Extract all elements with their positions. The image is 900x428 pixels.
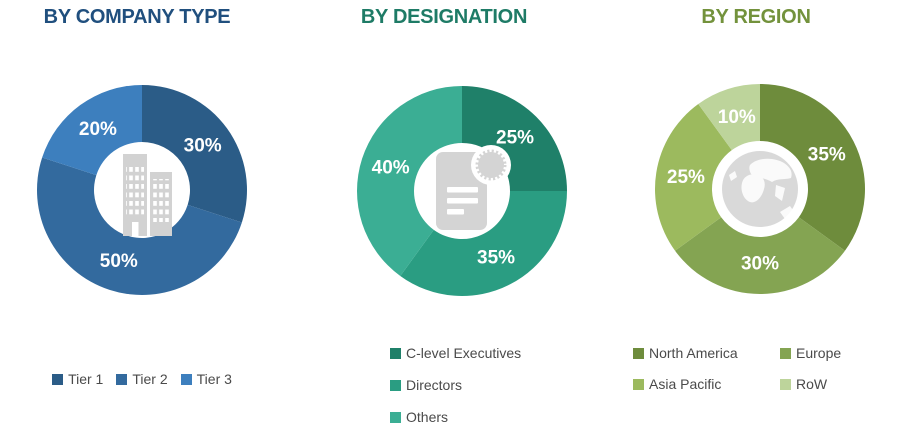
legend: North America Europe Asia Pacific RoW bbox=[633, 346, 841, 392]
legend-label: Europe bbox=[796, 345, 842, 361]
donut-slice-europe bbox=[675, 217, 845, 294]
legend: C-level Executives Directors Others bbox=[390, 346, 521, 425]
legend-label: Tier 1 bbox=[68, 371, 104, 387]
chart-title: BY COMPANY TYPE bbox=[43, 6, 231, 28]
legend-item-asia-pacific: Asia Pacific bbox=[633, 377, 780, 392]
legend-item-row: RoW bbox=[780, 377, 841, 392]
legend-item-tier-3: Tier 3 bbox=[180, 371, 232, 387]
slice-percent-label: 40% bbox=[372, 157, 410, 178]
donut-slice-row bbox=[698, 84, 760, 151]
chart-by-company-type: BY COMPANY TYPE 30% 50% 20% Tier 1 Tier 2 Ti… bbox=[32, 0, 252, 428]
chart-by-region: BY REGION 35% 30% 25% 10% North America Euro… bbox=[633, 0, 870, 428]
legend-label: RoW bbox=[796, 376, 828, 392]
slice-percent-label: 25% bbox=[496, 127, 534, 148]
chart-title: BY REGION bbox=[701, 6, 811, 28]
legend-item-tier-1: Tier 1 bbox=[52, 372, 103, 387]
donut-slice-tier-1 bbox=[142, 85, 247, 223]
slice-percent-label: 30% bbox=[184, 135, 222, 156]
legend-label: Asia Pacific bbox=[649, 376, 722, 392]
legend-swatch bbox=[116, 374, 128, 385]
legend-item-directors: Directors bbox=[390, 378, 521, 393]
legend-item-others: Others bbox=[390, 410, 521, 425]
legend-swatch bbox=[780, 348, 791, 359]
slice-percent-label: 35% bbox=[477, 247, 515, 268]
legend-label: Directors bbox=[406, 377, 463, 393]
globe-icon bbox=[722, 151, 798, 227]
donut-slice-tier-3 bbox=[42, 85, 142, 176]
legend-swatch bbox=[390, 348, 401, 359]
buildings-icon bbox=[123, 154, 172, 236]
legend-item-c-level-executives: C-level Executives bbox=[390, 346, 521, 361]
legend-label: Tier 2 bbox=[132, 371, 168, 387]
slice-percent-label: 10% bbox=[718, 107, 756, 128]
donut-chart-designation: 25% 35% 40% bbox=[357, 86, 567, 296]
slice-percent-label: 50% bbox=[100, 251, 138, 272]
chart-title: BY DESIGNATION bbox=[360, 6, 528, 28]
legend-label: C-level Executives bbox=[406, 345, 522, 361]
slice-percent-label: 35% bbox=[808, 144, 846, 165]
legend-swatch bbox=[780, 379, 791, 390]
legend-label: Others bbox=[406, 409, 449, 425]
donut-slice-directors bbox=[400, 191, 567, 296]
certificate-icon bbox=[436, 145, 511, 230]
legend-swatch bbox=[52, 374, 64, 385]
legend-swatch bbox=[633, 348, 644, 359]
chart-by-designation: BY DESIGNATION 25% 35% 40% C-level Executi… bbox=[352, 0, 572, 428]
donut-chart-company-type: 30% 50% 20% bbox=[37, 85, 247, 295]
legend: Tier 1 Tier 2 Tier 3 bbox=[32, 372, 252, 387]
legend-item-north-america: North America bbox=[633, 346, 780, 361]
legend-swatch bbox=[390, 412, 401, 423]
legend-swatch bbox=[390, 380, 401, 391]
donut-slice-asia-pacific bbox=[655, 104, 732, 251]
donut-slice-tier-2 bbox=[37, 157, 242, 295]
legend-label: North America bbox=[649, 345, 738, 361]
legend-swatch bbox=[180, 374, 192, 385]
legend-label: Tier 3 bbox=[196, 371, 232, 387]
donut-slice-others bbox=[357, 86, 462, 276]
legend-swatch bbox=[633, 379, 644, 390]
donut-slice-c-level-executives bbox=[462, 86, 567, 191]
slice-percent-label: 20% bbox=[79, 119, 117, 140]
donut-chart-region: 35% 30% 25% 10% bbox=[655, 84, 865, 294]
legend-item-tier-2: Tier 2 bbox=[116, 371, 168, 387]
slice-percent-label: 30% bbox=[741, 254, 779, 275]
donut-slice-north-america bbox=[760, 84, 865, 251]
slice-percent-label: 25% bbox=[667, 167, 705, 188]
legend-item-europe: Europe bbox=[780, 346, 841, 361]
